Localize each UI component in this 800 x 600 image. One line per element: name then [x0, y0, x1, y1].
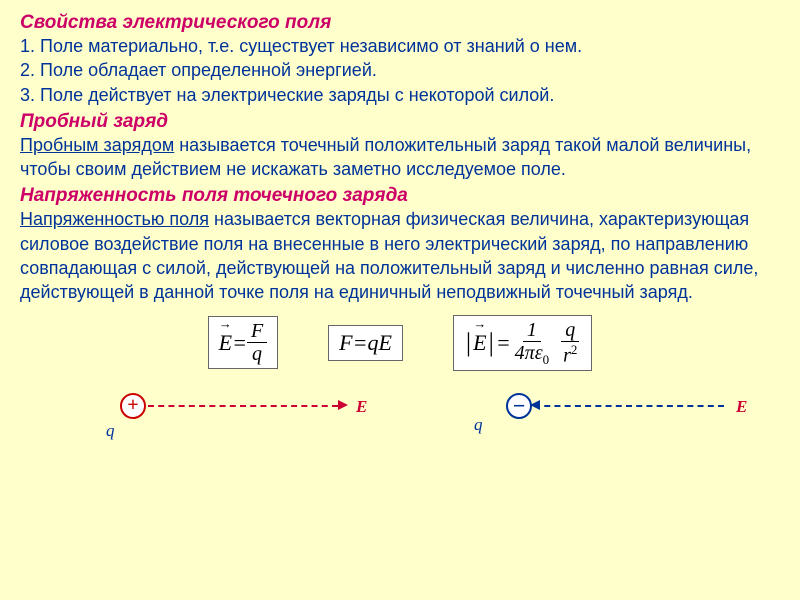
- e-label-neg: E: [736, 397, 747, 417]
- equals: =: [232, 330, 247, 356]
- q-label-pos: q: [106, 421, 115, 441]
- superscript-2: 2: [571, 342, 578, 357]
- section1-heading: Свойства электрического поля: [20, 12, 780, 34]
- section2-underlined: Пробным зарядом: [20, 135, 174, 155]
- formula-f-equals-qe: F = qE: [328, 325, 403, 361]
- formula-e-coulomb: | E | = 1 4πε0 q r2: [453, 315, 592, 371]
- equals: =: [353, 330, 368, 356]
- equals: =: [496, 330, 511, 356]
- section2-heading: Пробный заряд: [20, 111, 780, 133]
- denominator-4pie0: 4πε0: [511, 342, 553, 366]
- section2-body: Пробным зарядом называется точечный поло…: [20, 133, 780, 182]
- section3-body: Напряженностью поля называется векторная…: [20, 207, 780, 304]
- section3-heading: Напряженность поля точечного заряда: [20, 185, 780, 207]
- qE: qE: [367, 330, 391, 356]
- r: r: [563, 345, 571, 367]
- formulas-row: E = F q F = qE | E | = 1 4πε0 q r2: [20, 315, 780, 371]
- item2: 2. Поле обладает определенной энергией.: [20, 58, 780, 82]
- fraction-1-4pie0: 1 4πε0: [511, 320, 553, 366]
- section1-body: 1. Поле материально, т.е. существует нез…: [20, 34, 780, 107]
- denominator-r2: r2: [559, 342, 581, 366]
- fraction-F-q: F q: [247, 321, 267, 364]
- section3-underlined: Напряженностью поля: [20, 209, 209, 229]
- neg-field-line: [534, 405, 724, 407]
- neg-arrow-head-icon: [530, 400, 540, 410]
- fraction-q-r2: q r2: [559, 320, 581, 366]
- numerator-q: q: [561, 320, 579, 342]
- vector-E: E: [219, 330, 232, 356]
- numerator-F: F: [247, 321, 267, 343]
- denominator-q: q: [248, 343, 266, 364]
- pos-arrow-head-icon: [338, 400, 348, 410]
- subscript-0: 0: [543, 352, 550, 367]
- negative-charge-icon: −: [506, 393, 532, 419]
- abs-right: |: [487, 328, 496, 358]
- vector-E: E: [473, 330, 486, 356]
- item1: 1. Поле материально, т.е. существует нез…: [20, 34, 780, 58]
- field-diagram: + E q − E q: [20, 385, 780, 445]
- F: F: [339, 330, 352, 356]
- four-pi-eps: 4πε: [515, 342, 543, 364]
- e-label-pos: E: [356, 397, 367, 417]
- formula-e-equals-f-over-q: E = F q: [208, 316, 279, 369]
- positive-charge-icon: +: [120, 393, 146, 419]
- abs-left: |: [464, 328, 473, 358]
- item3: 3. Поле действует на электрические заряд…: [20, 83, 780, 107]
- q-label-neg: q: [474, 415, 483, 435]
- numerator-1: 1: [523, 320, 541, 342]
- pos-field-line: [148, 405, 338, 407]
